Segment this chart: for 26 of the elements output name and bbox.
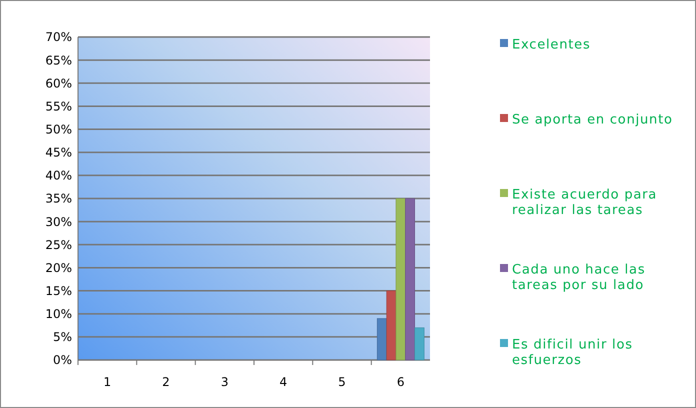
y-tick-label: 70% — [45, 30, 72, 44]
y-tick-label: 40% — [45, 168, 72, 183]
y-tick-label: 0% — [52, 353, 72, 368]
y-tick-label: 25% — [45, 238, 72, 252]
x-tick-label: 1 — [104, 375, 112, 389]
x-tick-label: 2 — [162, 375, 170, 389]
y-tick-label: 65% — [45, 53, 72, 68]
x-tick-label: 6 — [396, 375, 404, 389]
x-tick-label: 4 — [280, 375, 288, 389]
x-tick-label: 3 — [220, 375, 228, 389]
x-tick-label: 5 — [338, 375, 346, 389]
y-tick-label: 30% — [45, 214, 72, 229]
y-tick-label: 55% — [45, 99, 72, 114]
y-tick-label: 20% — [45, 260, 72, 275]
legend-label: Cada uno hace las tareas por su lado — [512, 262, 646, 294]
y-tick-label: 35% — [45, 192, 72, 206]
y-tick-label: 10% — [45, 307, 72, 322]
y-tick-label: 5% — [52, 330, 72, 344]
y-tick-label: 60% — [45, 76, 72, 90]
y-tick-label: 50% — [45, 122, 72, 136]
y-tick-label: 15% — [45, 284, 72, 298]
legend-label: Se aporta en conjunto — [512, 112, 673, 128]
legend-label: Excelentes — [512, 38, 591, 53]
legend-label: Existe acuerdo para realizar las tareas — [512, 188, 658, 218]
y-tick-label: 45% — [45, 146, 72, 160]
legend-label: Es dificil unir los esfuerzos — [512, 338, 633, 368]
